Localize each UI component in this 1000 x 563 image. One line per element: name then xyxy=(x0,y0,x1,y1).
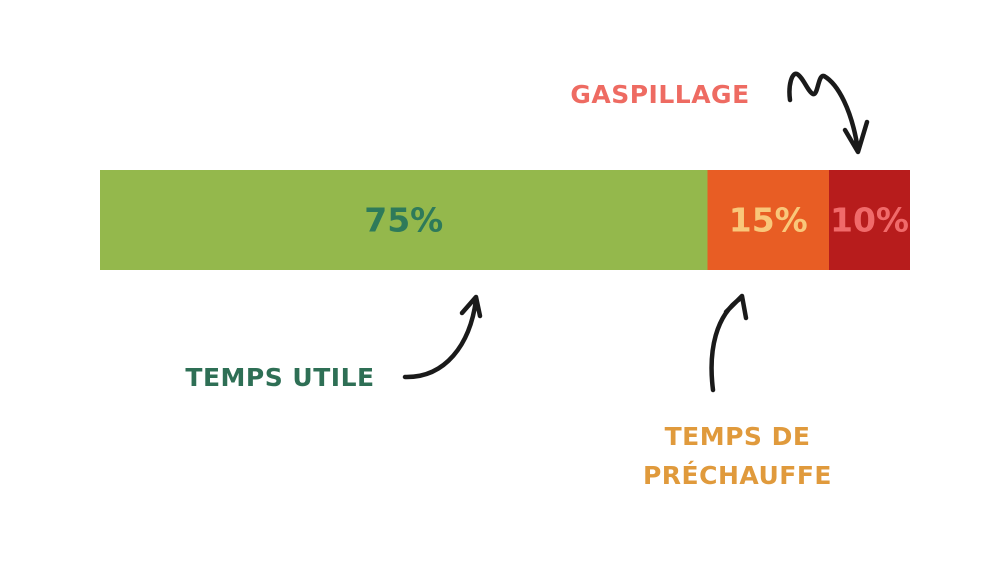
bar-segment xyxy=(707,170,829,270)
value-label: 10% xyxy=(830,201,909,240)
value-label: 15% xyxy=(729,201,808,240)
arrow-temps-utile xyxy=(402,294,483,380)
arrows xyxy=(402,71,870,393)
bar-segment xyxy=(100,170,708,270)
series-name: TEMPS UTILE xyxy=(185,363,375,392)
value-label: 75% xyxy=(364,201,443,240)
arrow-gaspillage xyxy=(787,71,870,155)
bar-segment xyxy=(829,170,910,270)
series-name: GASPILLAGE xyxy=(570,80,750,109)
series-name: TEMPS DE PRÉCHAUFFE xyxy=(642,422,833,490)
arrow-prechauffe xyxy=(709,293,749,393)
